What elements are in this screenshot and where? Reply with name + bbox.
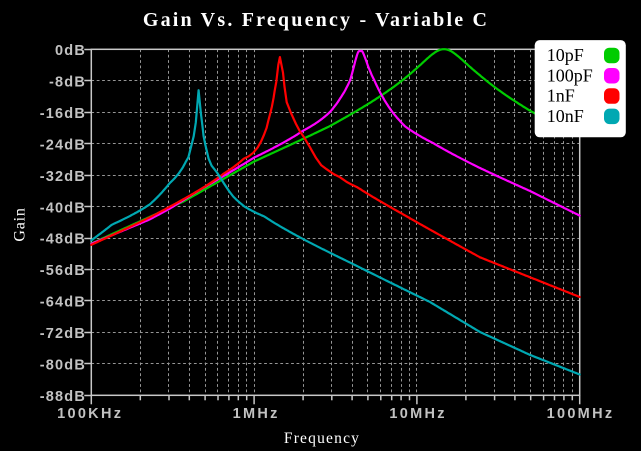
svg-text:-80dB: -80dB	[40, 358, 86, 374]
svg-text:-88dB: -88dB	[40, 389, 86, 405]
svg-text:100MHz: 100MHz	[547, 406, 615, 422]
svg-text:-32dB: -32dB	[40, 169, 86, 185]
svg-text:10MHz: 10MHz	[389, 406, 446, 422]
svg-text:-48dB: -48dB	[40, 232, 86, 248]
svg-text:1nF: 1nF	[547, 86, 575, 106]
svg-text:-64dB: -64dB	[40, 295, 86, 311]
svg-text:-40dB: -40dB	[40, 200, 86, 216]
svg-text:Gain Vs. Frequency - Variable: Gain Vs. Frequency - Variable C	[143, 9, 489, 31]
svg-text:1MHz: 1MHz	[233, 406, 280, 422]
svg-text:10nF: 10nF	[547, 106, 584, 126]
svg-text:-24dB: -24dB	[40, 137, 86, 153]
svg-text:-56dB: -56dB	[40, 263, 86, 279]
svg-text:0dB: 0dB	[55, 43, 86, 59]
svg-text:10pF: 10pF	[547, 45, 584, 65]
svg-text:100KHz: 100KHz	[57, 406, 123, 422]
svg-text:-16dB: -16dB	[40, 106, 86, 122]
svg-text:-8dB: -8dB	[49, 75, 86, 91]
svg-text:100pF: 100pF	[547, 65, 593, 85]
svg-text:-72dB: -72dB	[40, 326, 86, 342]
svg-text:Gain: Gain	[12, 207, 29, 241]
svg-text:Frequency: Frequency	[284, 430, 360, 447]
